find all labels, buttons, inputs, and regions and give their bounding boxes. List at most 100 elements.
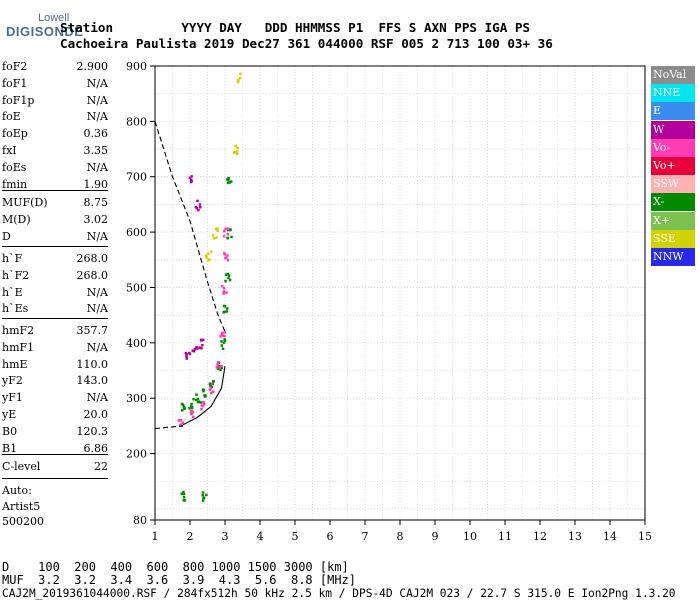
param-label: foF1p [2,93,35,107]
echo-point-x [220,344,224,347]
echo-point-vo [220,331,224,335]
echo-point-vo [180,423,183,426]
echo-point-w [189,180,193,184]
echo-point-x [196,400,200,404]
echo-point-vo [226,232,230,236]
param-value: 2.900 [76,60,109,73]
legend-item-nnw: NNW [651,248,695,266]
echo-point-x [227,176,230,180]
echo-point-x [199,401,202,404]
echo-point-x [180,409,184,412]
echo-point-x [190,402,193,406]
param-value: N/A [86,302,108,316]
x-tick-label: 8 [397,530,404,543]
echo-point-sse [212,237,216,240]
echo-point-w [198,203,202,206]
echo-point-sse [204,254,208,257]
echo-point-x [225,310,228,313]
echo-point-x [181,403,185,407]
param-label: fmin [2,177,28,191]
x-tick-label: 14 [603,530,617,543]
param-label: hmF2 [2,324,35,337]
y-tick-label: 900 [126,60,147,73]
param-label: h`F2 [2,268,30,282]
param-hes: h`Es N/A [2,302,108,316]
footer-file-info: CAJ2M_2019361044000.RSF / 284fx512h 50 k… [2,587,676,600]
legend-item-sse: SSE [651,229,695,248]
param-hme: hmE 110.0 [2,358,108,372]
x-tick-label: 11 [498,530,512,543]
echo-point-vo [181,421,185,424]
param-value: N/A [86,229,108,243]
echo-point-w [185,357,189,360]
param-label: h`F [2,252,23,265]
echo-point-x [190,406,194,409]
echo-point-x [222,341,226,344]
param-b1: B1 6.86 [2,442,108,456]
echo-point-x [201,491,205,494]
echo-point-x [192,397,195,401]
echo-point-x [205,493,208,497]
echo-point-w [191,349,195,352]
param-d: D N/A [2,230,108,244]
legend-item-vo: Vo- [651,138,695,157]
echo-point-vo [222,292,226,295]
param-foe: foE N/A [2,110,108,124]
param-label: MUF(D) [2,196,48,209]
echo-point-x [225,307,229,310]
x-tick-label: 15 [638,530,652,543]
echo-point-x [209,384,212,387]
x-tick-label: 9 [432,530,439,543]
echo-point-x [227,276,230,280]
x-tick-label: 5 [292,530,299,543]
param-value: N/A [86,391,108,405]
echo-point-x [226,181,230,185]
echo-point-x [228,181,231,184]
trace-dashed [154,121,226,333]
param-label: h`E [2,285,23,299]
echo-point-vo [223,334,226,338]
echo-point-vo [220,285,224,288]
param-separator [2,478,108,479]
param-md: M(D) 3.02 [2,213,108,227]
param-label: yF1 [2,391,23,405]
param-value: 268.0 [76,268,109,282]
footer-muf-row: MUF 3.2 3.2 3.4 3.6 3.9 4.3 5.6 8.8 [MHz… [2,573,357,587]
legend-item-vo: Vo+ [651,157,695,175]
echo-point-sse [207,252,210,256]
echo-point-x [182,492,186,496]
echo-point-x [182,498,185,502]
echo-point-vo [223,229,226,233]
param-value: N/A [86,76,108,90]
echo-point-vo [190,409,193,413]
y-tick-label: 400 [126,337,147,350]
legend-item-w: W [651,120,695,139]
param-value: N/A [86,160,108,174]
echo-point-vo [215,366,219,369]
echo-point-w [200,339,203,342]
echo-point-vo [179,419,183,422]
echo-point-vo [222,234,226,238]
echo-point-w [185,355,188,358]
x-tick-label: 1 [152,530,159,543]
echo-point-sse [205,256,208,259]
echo-point-sse [236,80,240,84]
auto-line: Artist5 [2,499,41,513]
legend-item-noval: NoVal [651,66,695,84]
echo-point-vo [223,331,227,334]
chart-axes: 1 2 3 4 5 6 7 8 9 10 11 12 13 14 158020030040050060070… [126,60,652,543]
echo-point-sse [208,258,211,261]
echo-point-x [203,395,207,398]
echo-point-x [227,274,231,277]
echo-point-x [183,407,186,410]
echo-point-sse [216,229,219,233]
logo-line2: DIGISONDE [6,24,84,39]
echo-point-x [226,236,229,240]
echo-point-x [219,368,222,372]
param-hmf2: hmF2 357.7 [2,324,108,338]
x-tick-label: 7 [362,530,369,543]
echo-point-vo [200,407,203,411]
legend-item-ssw: SSW [651,175,695,194]
echo-point-sse [236,146,239,150]
y-tick-label: 700 [126,171,147,184]
